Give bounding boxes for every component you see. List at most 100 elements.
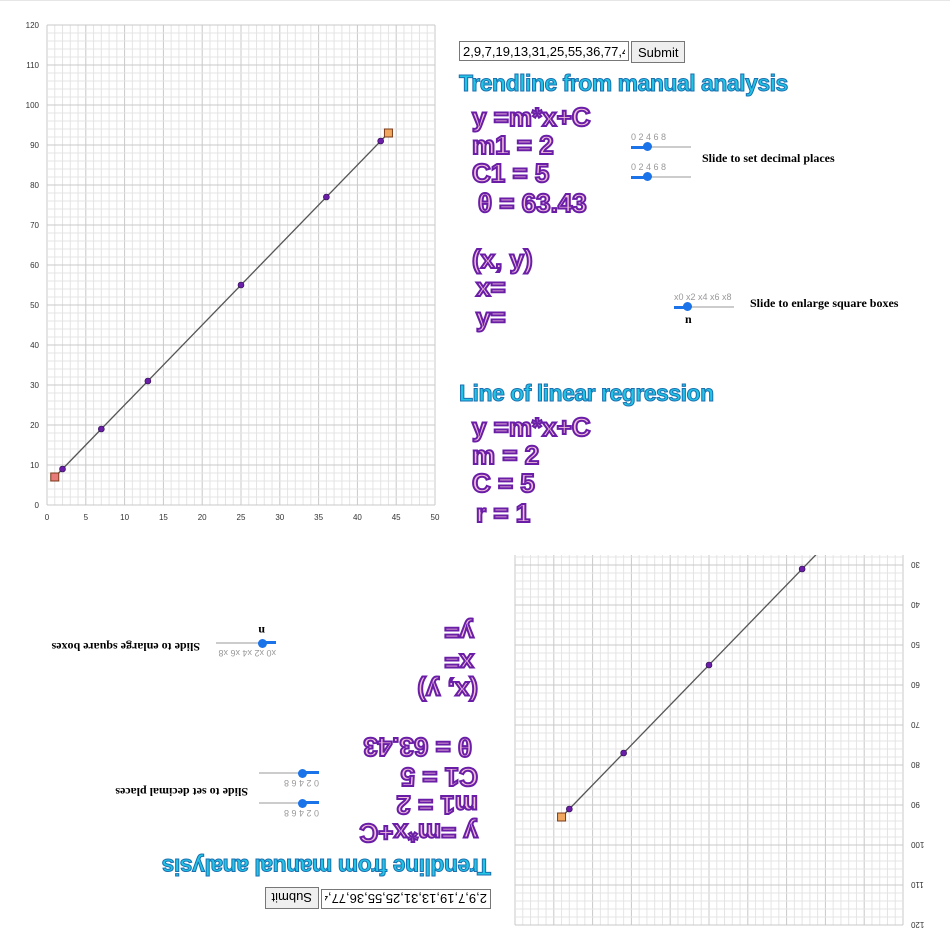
y-tick-label: 90 [30, 141, 39, 150]
y-tick-label: 20 [30, 421, 39, 430]
scatter-graph[interactable]: 0 5 10 15 20 25 30 35 40 45 50 0 10 20 30 40 50 60 70 80 90 1… [0, 0, 440, 530]
scatter-graph-rotated[interactable]: 0510152025303540455001020304050607080901… [510, 555, 950, 950]
data-input-rotated[interactable] [321, 889, 491, 909]
xy-label: (x, y) [471, 243, 534, 275]
slider-track[interactable] [214, 638, 276, 648]
slider-knob[interactable] [643, 172, 652, 181]
c1-value: C1 = 5 [471, 157, 550, 189]
data-point [706, 662, 712, 668]
data-point [621, 750, 627, 756]
y-tick-label: 100 [26, 101, 40, 110]
input-row: Submit [459, 41, 686, 63]
slider-track[interactable] [257, 768, 319, 778]
decimal-slider-2-rotated[interactable]: 0 2 4 6 8 [257, 768, 319, 788]
theta-value-rotated: θ = 63.43 [363, 732, 472, 762]
y-tick-label: 70 [910, 720, 919, 729]
slider-knob[interactable] [298, 769, 307, 778]
submit-button-rotated[interactable]: Submit [265, 887, 319, 909]
x-tick-label: 30 [275, 513, 284, 522]
y-tick-label: 70 [30, 221, 39, 230]
x-label-rotated: x= [444, 648, 474, 678]
trendline [562, 555, 896, 817]
y-tick-label: 40 [30, 341, 39, 350]
data-point [323, 193, 330, 201]
data-point [144, 377, 152, 385]
x-tick-label: 20 [198, 513, 207, 522]
y-tick-label: 60 [30, 261, 39, 270]
data-point [566, 806, 572, 812]
rotated-panel: 0 5 10 15 20 25 30 35 40 45 50 0 10 20 30 40 50 60 70 80 90 1… [0, 555, 950, 950]
slider-knob[interactable] [258, 639, 267, 648]
xy-label-rotated: (x, y) [417, 676, 478, 706]
slider-knob[interactable] [683, 302, 692, 311]
data-point [237, 281, 245, 289]
y-tick-label: 120 [26, 21, 40, 30]
slider-track[interactable] [257, 798, 319, 808]
main-panel: 0 5 10 15 20 25 30 35 40 45 50 0 10 20 30 40 50 60 70 80 90 1… [0, 0, 899, 530]
r-value: r = 1 [475, 497, 531, 529]
n-label-rotated: n [258, 624, 265, 638]
c-value: C = 5 [471, 467, 536, 499]
enlarge-scale: x0 x2 x4 x6 x8 [674, 292, 732, 302]
manual-heading-rotated: Trendline from manual analysis [162, 854, 491, 880]
regression-heading: Line of linear regression [459, 380, 715, 407]
top-border [0, 0, 950, 1]
manual-equation-rotated: y =m*x+C [359, 818, 478, 848]
enlarge-slider-label: Slide to enlarge square boxes [750, 296, 899, 310]
decimal-slider-1-rotated[interactable]: 0 2 4 6 8 [257, 798, 319, 818]
y-tick-label: 90 [910, 800, 919, 809]
theta-value: θ = 63.43 [477, 187, 588, 219]
manual-heading: Trendline from manual analysis [459, 70, 789, 97]
y-tick-label: 50 [30, 301, 39, 310]
y-tick-label: 60 [910, 680, 919, 689]
decimal-scale: 0 2 4 6 8 [283, 808, 319, 818]
slider-track[interactable] [674, 302, 736, 312]
y-tick-label: 50 [910, 640, 919, 649]
regression-equation: y =m*x+C [471, 411, 592, 443]
submit-button[interactable]: Submit [631, 41, 686, 63]
m1-value-rotated: m1 = 2 [396, 790, 478, 820]
slider-knob[interactable] [298, 799, 307, 808]
enlarge-scale: x0 x2 x4 x6 x8 [218, 648, 276, 658]
n-label: n [685, 312, 692, 326]
y-tick-label: 10 [30, 461, 39, 470]
slider-track[interactable] [631, 142, 693, 152]
trendline [54, 132, 389, 478]
slider-track[interactable] [631, 172, 693, 182]
y-label-rotated: y= [444, 618, 474, 648]
c1-value-rotated: C1 = 5 [400, 762, 478, 792]
enlarge-slider[interactable]: x0 x2 x4 x6 x8 [674, 292, 736, 312]
y-tick-label: 120 [910, 920, 924, 929]
decimal-scale: 0 2 4 6 8 [283, 778, 319, 788]
x-tick-label: 0 [45, 513, 50, 522]
decimal-slider-1[interactable]: 0 2 4 6 8 [631, 132, 693, 152]
slider-knob[interactable] [643, 142, 652, 151]
trendline-handle[interactable] [383, 128, 393, 138]
m-value: m = 2 [471, 439, 540, 471]
decimal-scale: 0 2 4 6 8 [631, 132, 667, 142]
y-tick-label: 0 [35, 501, 40, 510]
trendline-handle[interactable] [50, 472, 60, 482]
decimal-slider-label: Slide to set decimal places [702, 151, 835, 165]
y-tick-label: 110 [910, 880, 923, 889]
x-label: x= [475, 271, 507, 303]
data-point [377, 137, 384, 145]
input-row-rotated: Submit [265, 887, 491, 909]
y-tick-label: 40 [910, 600, 919, 609]
y-tick-label: 30 [910, 560, 919, 569]
decimal-slider-label-rotated: Slide to set decimal places [115, 785, 248, 799]
trendline-handle[interactable] [558, 813, 566, 821]
rotated-copy-viewport: 0 5 10 15 20 25 30 35 40 45 50 0 10 20 30 40 50 60 70 80 90 1… [0, 555, 950, 950]
x-tick-label: 40 [353, 513, 362, 522]
m1-value: m1 = 2 [471, 129, 555, 161]
x-tick-label: 45 [392, 513, 401, 522]
x-tick-label: 35 [314, 513, 323, 522]
decimal-slider-2[interactable]: 0 2 4 6 8 [631, 162, 693, 182]
enlarge-slider-label-rotated: Slide to enlarge square boxes [51, 640, 200, 654]
y-tick-label: 100 [910, 840, 924, 849]
data-input[interactable] [459, 41, 629, 61]
y-tick-label: 80 [30, 181, 39, 190]
y-tick-label: 110 [26, 61, 39, 70]
enlarge-slider-rotated[interactable]: x0 x2 x4 x6 x8 [214, 638, 276, 658]
x-tick-label: 5 [84, 513, 89, 522]
